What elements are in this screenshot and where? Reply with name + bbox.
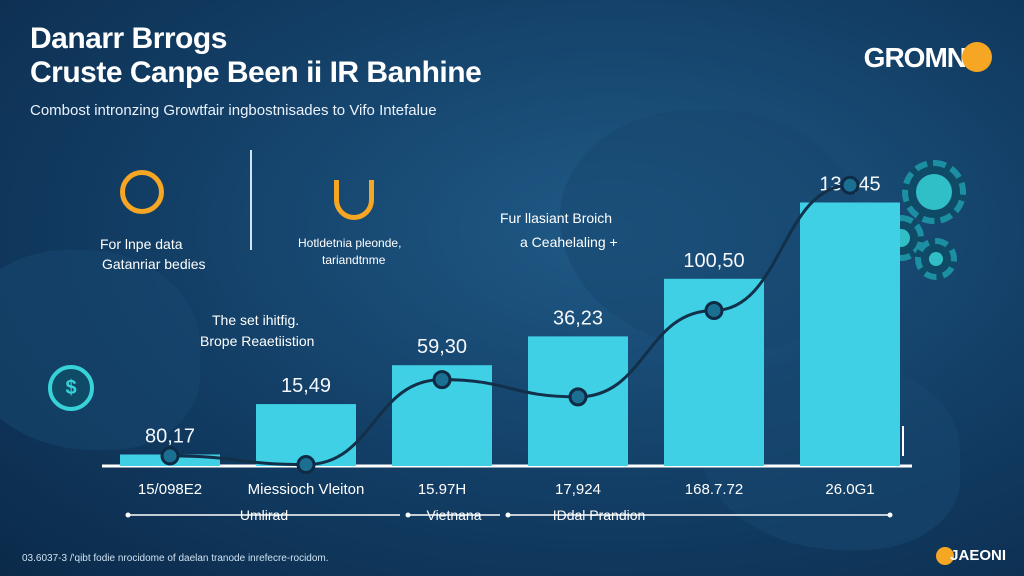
group-label: Vietnana — [426, 507, 481, 523]
series-point — [432, 370, 452, 390]
annotation-line-2: Brope Reaetiistion — [200, 333, 315, 349]
callout-mid-line-1: Hotldetnia pleonde, — [298, 236, 402, 250]
map-background-shape — [0, 250, 200, 450]
series-point — [704, 300, 724, 320]
data-label: 100,50 — [683, 250, 744, 272]
coin-icon — [120, 170, 164, 214]
series-point — [296, 455, 316, 475]
group-label: IDdal Prandion — [553, 507, 646, 523]
category-label: 168.7.72 — [685, 481, 743, 498]
dollar-icon: $ — [48, 365, 94, 411]
footer-logo-icon — [936, 547, 954, 565]
group-bracket-dot — [405, 512, 411, 518]
data-label: 80,17 — [145, 425, 195, 447]
callout-right-line-1: Fur llasiant Broich — [500, 210, 613, 226]
callout-mid-line-2: tariandtnme — [322, 253, 386, 267]
smile-icon — [334, 180, 374, 220]
data-label: 36,23 — [553, 307, 603, 329]
group-bracket-dot — [125, 512, 131, 518]
callout-right-line-2: a Ceahelaling + — [520, 234, 618, 250]
gear-icon — [915, 238, 957, 280]
series-point — [840, 175, 860, 195]
data-label: 15,49 — [281, 375, 331, 397]
group-bracket-dot — [887, 512, 893, 518]
footer-note: 03.6037-3 /'qibt fodie nrocidome of dael… — [22, 553, 329, 564]
callout-left-line-1: For lnpe data — [100, 236, 183, 252]
series-point — [160, 446, 180, 466]
footer-brand: JAEONI — [950, 547, 1006, 564]
chart-title-line-1: Danarr Brrogs — [30, 22, 227, 55]
group-bracket-dot — [505, 512, 511, 518]
brand-logo-text: GROMN — [863, 42, 967, 73]
category-label: 17,924 — [555, 481, 601, 498]
data-label: 59,30 — [417, 336, 467, 358]
category-label: 15/098E2 — [138, 481, 202, 498]
chart-title-line-2: Cruste Canpe Been ii IR Banhine — [30, 56, 482, 89]
chart-subtitle: Combost intronzing Growtfair ingbostnisa… — [30, 102, 437, 119]
divider-line — [250, 150, 252, 250]
group-label: Umlirad — [240, 507, 288, 523]
callout-left-line-2: Gatanriar bedies — [102, 256, 206, 272]
annotation-line-1: The set ihitfig. — [212, 312, 300, 328]
category-label: 26.0G1 — [825, 481, 874, 498]
bar — [800, 202, 900, 467]
category-label: 15.97H — [418, 481, 466, 498]
gear-icon — [902, 160, 966, 224]
category-label: Miessioch Vleiton — [248, 481, 365, 498]
brand-logo-icon — [962, 42, 992, 72]
series-point — [568, 387, 588, 407]
